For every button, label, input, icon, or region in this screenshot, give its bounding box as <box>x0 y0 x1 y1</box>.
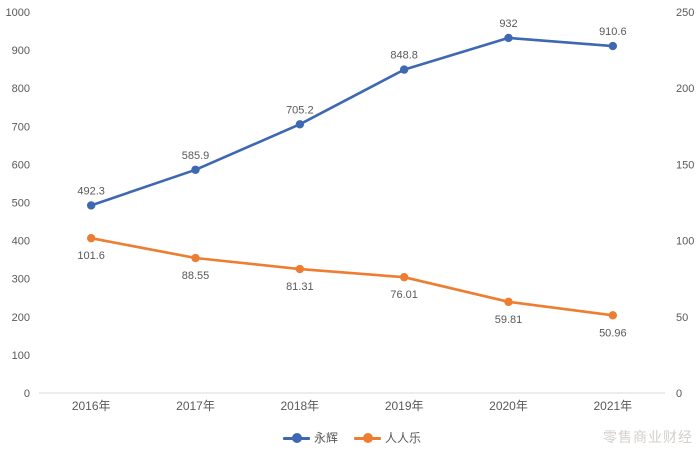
left-axis-tick-label: 1000 <box>6 7 30 19</box>
x-axis-category-label: 2017年 <box>176 399 215 413</box>
data-point-label: 910.6 <box>599 26 627 38</box>
legend-dot <box>363 433 373 443</box>
legend-label-renrenle: 人人乐 <box>385 431 422 445</box>
data-point-marker <box>399 65 409 74</box>
data-point-marker <box>295 264 305 274</box>
x-axis-category-label: 2020年 <box>489 399 528 413</box>
legend-label-yonghui: 永辉 <box>313 431 338 445</box>
data-point-label: 76.01 <box>390 289 418 301</box>
left-axis-tick-label: 900 <box>12 45 30 57</box>
legend-line-dot-marker <box>354 433 381 443</box>
data-point-marker <box>608 311 618 320</box>
data-point-label: 848.8 <box>390 50 418 62</box>
right-axis-tick-label: 200 <box>676 83 694 95</box>
data-point-marker <box>608 41 618 51</box>
legend-item-renrenle: 人人乐 <box>354 432 421 444</box>
left-axis-tick-label: 700 <box>12 121 30 133</box>
data-point-marker <box>295 120 305 129</box>
series-line-0 <box>89 36 615 207</box>
data-point-marker <box>399 272 409 282</box>
data-point-marker <box>191 253 200 263</box>
data-point-label: 101.6 <box>77 250 105 262</box>
data-point-marker <box>86 233 96 243</box>
legend-item-yonghui: 永辉 <box>282 431 338 445</box>
data-point-label: 585.9 <box>182 150 210 162</box>
x-axis-category-label: 2021年 <box>593 399 632 413</box>
left-axis-tick-label: 400 <box>12 236 30 248</box>
right-axis-tick-label: 150 <box>676 159 694 171</box>
left-axis-tick-label: 600 <box>12 159 30 171</box>
left-axis-tick-label: 500 <box>12 198 30 210</box>
data-point-label: 705.2 <box>286 104 314 116</box>
data-point-label: 81.31 <box>286 281 314 293</box>
right-axis-tick-label: 0 <box>676 388 682 400</box>
data-point-label: 88.55 <box>182 270 210 282</box>
x-axis-category-label: 2019年 <box>385 399 424 413</box>
data-point-marker <box>86 201 96 210</box>
data-point-label: 59.81 <box>495 314 523 326</box>
left-axis-tick-label: 200 <box>12 312 30 324</box>
x-axis-category-label: 2016年 <box>72 399 111 413</box>
chart-legend: 永辉 人人乐 <box>39 428 665 448</box>
data-point-label: 492.3 <box>77 185 105 197</box>
x-axis-category-label: 2018年 <box>280 399 319 413</box>
left-axis-tick-label: 300 <box>12 274 30 286</box>
left-axis-tick-label: 800 <box>12 83 30 95</box>
data-point-marker <box>504 297 513 307</box>
data-point-marker <box>191 165 200 174</box>
right-axis-tick-label: 250 <box>676 7 694 19</box>
legend-line-dot-marker <box>282 433 310 443</box>
series-line-1 <box>89 236 615 317</box>
watermark-text: 零售商业财经 <box>603 429 693 445</box>
left-axis-tick-label: 100 <box>12 350 30 362</box>
legend-dot <box>291 433 302 443</box>
data-point-label: 50.96 <box>599 327 627 339</box>
right-axis-tick-label: 100 <box>676 236 694 248</box>
data-point-marker <box>504 33 513 43</box>
right-axis-tick-label: 50 <box>676 312 688 324</box>
data-point-label: 932 <box>499 18 517 30</box>
left-axis-tick-label: 0 <box>24 388 30 400</box>
